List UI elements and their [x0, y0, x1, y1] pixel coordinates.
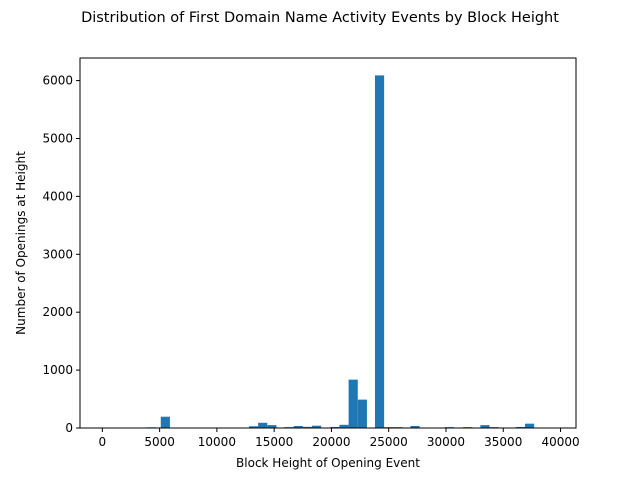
x-tick-label: 15000 — [255, 435, 293, 449]
histogram-bar — [357, 399, 367, 428]
x-axis-label: Block Height of Opening Event — [236, 456, 420, 470]
y-tick-label: 0 — [65, 421, 73, 435]
bars-group — [147, 75, 535, 429]
y-tick-label: 3000 — [42, 247, 73, 261]
y-tick-label: 4000 — [42, 189, 73, 203]
y-axis-label: Number of Openings at Height — [14, 151, 28, 335]
histogram-bar — [248, 426, 259, 428]
histogram-bar — [160, 416, 170, 428]
x-tick-label: 40000 — [541, 435, 579, 449]
x-tick-label: 30000 — [427, 435, 465, 449]
histogram-bar — [311, 425, 322, 428]
histogram-bar — [293, 425, 303, 428]
x-tick-label: 35000 — [484, 435, 522, 449]
histogram-bar — [258, 422, 268, 428]
histogram-bar — [525, 423, 535, 428]
histogram-bar — [374, 75, 385, 429]
x-tick-label: 25000 — [370, 435, 408, 449]
histogram-bar — [348, 379, 358, 428]
histogram-bar — [410, 425, 420, 428]
histogram-bar — [302, 426, 312, 428]
plot-frame — [79, 57, 577, 429]
chart-title: Distribution of First Domain Name Activi… — [81, 10, 559, 26]
x-tick-label: 10000 — [198, 435, 236, 449]
x-tick-label: 20000 — [312, 435, 350, 449]
histogram-bar — [339, 424, 349, 428]
x-axis-ticks: 0 5000 10000 15000 20000 25000 30000 35000 40000 — [99, 428, 580, 449]
x-tick-label: 5000 — [144, 435, 175, 449]
x-tick-label: 0 — [99, 435, 107, 449]
histogram-bar — [267, 425, 277, 428]
histogram-bar — [515, 426, 526, 428]
y-tick-label: 1000 — [42, 363, 73, 377]
histogram-bar — [480, 425, 490, 428]
y-tick-label: 6000 — [42, 74, 73, 88]
y-tick-label: 2000 — [42, 305, 73, 319]
histogram-bar — [330, 426, 340, 428]
y-axis-ticks: 0 1000 2000 3000 4000 5000 6000 — [42, 74, 80, 435]
y-tick-label: 5000 — [42, 131, 73, 145]
